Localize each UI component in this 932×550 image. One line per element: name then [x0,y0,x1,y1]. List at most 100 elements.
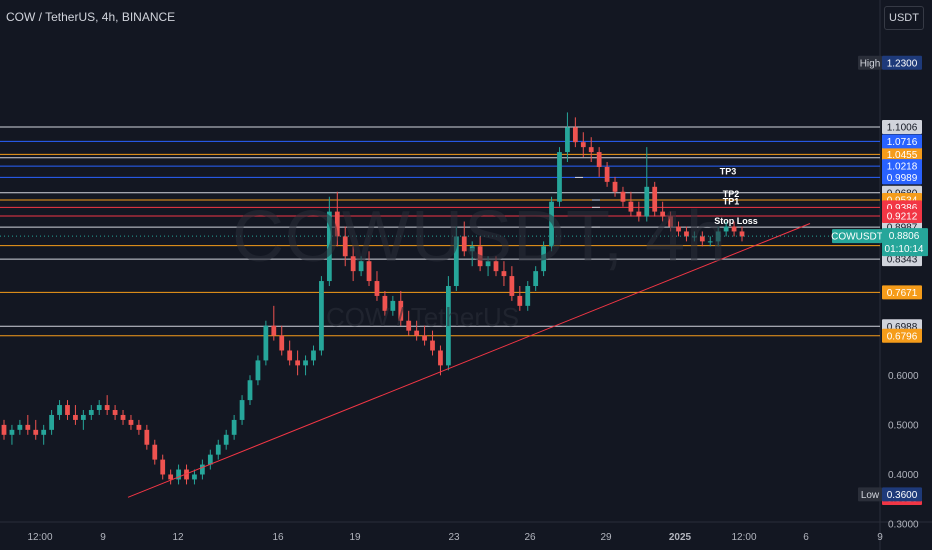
price-level-label: 0.8343 [887,255,918,266]
candle-body [604,166,610,182]
high-value-label: 1.2300 [887,58,918,69]
current-price-value: 0.8806 [889,231,920,242]
high-value-box [882,55,922,70]
candle-body [271,325,277,336]
low-tag-label: Low [861,490,880,501]
price-level-label-box [882,328,922,343]
candle-body [469,246,475,252]
x-tick-label: 29 [600,532,612,543]
candle-body [588,147,594,153]
candle-body [446,286,451,366]
price-level-label: 0.7671 [887,288,918,299]
x-tick-label: 9 [100,532,106,543]
candle-body [358,261,364,272]
candle-body [707,241,713,243]
current-symbol-box [832,229,882,244]
candle-body [398,300,404,321]
current-symbol-label: COWUSDT [831,232,883,243]
candle-body [342,236,348,257]
candle-body [660,211,666,217]
low-value-box [882,487,922,502]
candle-body [517,295,523,306]
candle-body [120,414,126,420]
price-level-label-box [882,285,922,300]
candle-body [144,429,150,445]
candle-body [49,414,54,430]
candle-body [699,236,705,242]
candle-body [390,300,396,311]
candle-body [239,400,245,420]
candle-body [192,474,197,480]
candle-body [207,454,213,465]
price-level-label-box [882,147,922,162]
y-tick-label: 0.6000 [888,371,919,382]
x-tick-label: 19 [349,532,361,543]
x-tick-label: 23 [448,532,460,543]
candle-body [57,405,62,415]
high-tag-label: High [860,58,881,69]
current-price-countdown: 01:10:14 [885,244,924,255]
candle-body [350,256,356,272]
candle-body [715,231,721,242]
candle-body [319,281,324,351]
y-tick-label: 0.5000 [888,420,919,431]
current-price-box [882,228,928,257]
candle-body [739,231,745,237]
candle-body [596,152,602,167]
candle-body [549,201,554,247]
price-level-label: 0.6796 [887,331,918,342]
candle-body [73,414,78,420]
candle-body [168,474,174,480]
candle-body [295,360,300,366]
candle-body [263,325,269,361]
candle-body [200,464,205,475]
candle-body [17,424,23,430]
candle-body [414,330,420,336]
candle-body [644,186,650,217]
annotation-label: TP1 [723,196,740,206]
candle-body [430,340,435,351]
candle-body [668,216,673,227]
x-tick-label: 6 [803,532,809,543]
candle-body [438,350,443,366]
candle-body [41,429,47,435]
candle-body [453,236,459,287]
candle-body [160,459,166,475]
annotation-label: TP3 [720,166,737,176]
price-level-label-box [882,170,922,185]
price-level-label: 0.6988 [887,322,918,333]
candle-body [580,142,586,148]
price-level-label: 1.0455 [887,150,918,161]
candle-body [112,410,118,415]
candle-body [176,469,181,480]
x-tick-label: 12:00 [27,532,52,543]
high-tag-box [858,55,882,70]
x-tick-label: 26 [524,532,536,543]
candle-body [223,434,229,445]
candle-body [406,320,412,331]
candle-body [104,405,110,411]
currency-button[interactable]: USDT [884,6,924,30]
candle-body [334,211,340,237]
candle-body [247,380,253,401]
candle-body [382,295,388,311]
candle-body [572,127,578,143]
candle-body [620,191,626,202]
x-tick-label: 12 [172,532,184,543]
candle-body [231,419,237,435]
candle-body [628,201,634,212]
candle-body [461,236,467,252]
candle-body [684,231,689,237]
candle-body [366,261,372,282]
candle-body [128,419,134,425]
candle-body [152,444,158,460]
candle-body [303,360,308,366]
candle-body [565,127,570,153]
candle-body [652,186,658,212]
candle-body [501,271,507,277]
candle-body [612,181,618,192]
x-tick-label: 9 [877,532,883,543]
price-level-label: 0.9386 [887,203,918,214]
annotation-label: Stop Loss [714,216,758,226]
